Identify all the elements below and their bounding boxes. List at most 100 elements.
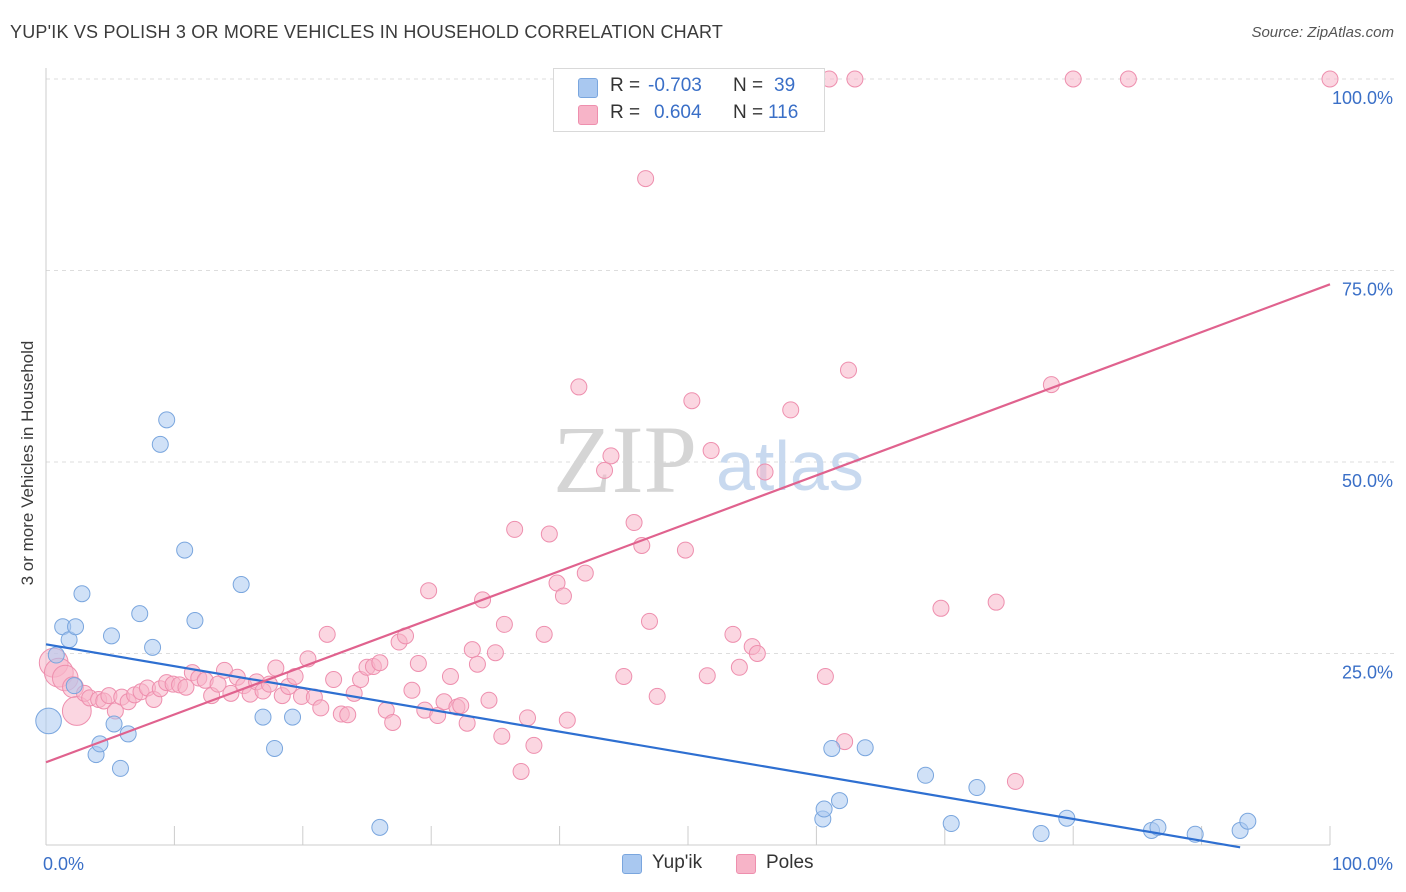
legend-n-value: 116 — [768, 102, 799, 123]
poles-point-84 — [596, 461, 614, 479]
poles-point-57 — [409, 654, 427, 672]
legend-r-value: 0.604 — [654, 102, 702, 123]
trend-lines — [45, 283, 1331, 849]
poles-point-77 — [535, 625, 553, 643]
yupik-point-30 — [942, 815, 960, 833]
poles-point-78 — [540, 525, 558, 543]
bottom-legend-label-yupik: Yup'ik — [652, 852, 703, 873]
poles-point-104 — [816, 667, 834, 685]
poles-point-114 — [1119, 70, 1137, 88]
poles-point-115 — [1321, 70, 1339, 88]
poles-point-81 — [558, 711, 576, 729]
yupik-point-27 — [831, 792, 849, 810]
poles-point-70 — [486, 644, 504, 662]
poles-point-103 — [782, 401, 800, 419]
y-tick-label-1: 50.0% — [1342, 471, 1393, 491]
poles-point-109 — [932, 599, 950, 617]
poles-point-108 — [846, 70, 864, 88]
yupik-point-4 — [65, 677, 83, 695]
poles-point-110 — [987, 593, 1005, 611]
yupik-point-35 — [1149, 818, 1167, 836]
yupik-point-25 — [815, 800, 833, 818]
chart-title: YUP'IK VS POLISH 3 OR MORE VEHICLES IN H… — [10, 22, 724, 42]
poles-point-72 — [495, 615, 513, 633]
poles-point-75 — [519, 709, 536, 727]
yupik-point-22 — [284, 708, 302, 726]
poles-point-51 — [371, 654, 389, 672]
poles-point-59 — [420, 582, 438, 600]
tick-labels: 25.0% 50.0% 75.0% 100.0% 0.0% 100.0% — [43, 88, 1393, 874]
poles-point-46 — [339, 706, 357, 724]
poles-point-83 — [576, 564, 594, 582]
poles-point-94 — [683, 392, 701, 410]
correlation-legend: R = -0.703 N = 39 R = 0.604 N = 116 — [553, 68, 825, 132]
yupik-point-21 — [266, 739, 284, 757]
poles-point-102 — [756, 463, 774, 481]
poles-point-91 — [640, 612, 658, 630]
watermark-zip: ZIP — [553, 406, 697, 513]
poles-point-62 — [441, 667, 459, 685]
poles-point-111 — [1006, 772, 1024, 790]
yupik-point-5 — [67, 618, 85, 636]
yupik-point-14 — [144, 638, 162, 656]
y-tick-label-3: 100.0% — [1332, 88, 1393, 108]
poles-point-43 — [318, 625, 336, 643]
legend-swatch-yupik — [578, 78, 598, 98]
poles-point-90 — [637, 170, 655, 188]
yupik-point-13 — [131, 605, 149, 623]
legend-n-label: N = — [733, 75, 764, 96]
poles-point-74 — [512, 762, 530, 780]
yupik-point-29 — [917, 766, 935, 784]
yupik-points — [35, 411, 1257, 843]
poles-point-67 — [468, 655, 486, 673]
poles-point-95 — [698, 667, 716, 685]
poles-point-80 — [554, 587, 572, 605]
legend-swatch-poles — [578, 105, 598, 125]
poles-point-64 — [452, 697, 470, 715]
poles-point-26 — [209, 675, 227, 693]
yupik-point-17 — [176, 541, 194, 559]
legend-r-value: -0.703 — [648, 75, 702, 96]
legend-r-label: R = — [610, 102, 641, 123]
yupik-point-19 — [232, 576, 250, 594]
poles-point-113 — [1064, 70, 1082, 88]
poles-point-92 — [648, 687, 666, 705]
bottom-legend-swatch-poles — [736, 854, 756, 874]
yupik-point-32 — [1032, 825, 1050, 843]
x-tick-label-1: 100.0% — [1332, 854, 1393, 874]
yupik-trend-line — [45, 643, 1241, 849]
poles-point-82 — [570, 378, 588, 396]
poles-point-97 — [724, 625, 742, 643]
legend-n-value: 39 — [774, 75, 796, 96]
y-tick-label-0: 25.0% — [1342, 663, 1393, 683]
poles-point-56 — [403, 681, 421, 699]
legend-n-label: N = — [733, 102, 764, 123]
poles-point-71 — [493, 727, 511, 745]
poles-point-101 — [748, 645, 766, 662]
poles-point-107 — [840, 361, 857, 379]
poles-point-66 — [463, 641, 481, 659]
poles-point-69 — [480, 691, 498, 709]
yupik-point-6 — [73, 585, 91, 603]
yupik-point-16 — [158, 411, 176, 429]
yupik-point-10 — [105, 715, 123, 733]
yupik-point-1 — [47, 646, 65, 664]
x-tick-label-0: 0.0% — [43, 854, 84, 874]
poles-point-96 — [702, 442, 720, 460]
yupik-point-9 — [102, 627, 120, 645]
bottom-legend-swatch-yupik — [622, 854, 642, 874]
yupik-point-28 — [856, 739, 874, 757]
yupik-point-18 — [186, 612, 204, 630]
grid-lines — [46, 78, 1395, 654]
yupik-point-31 — [968, 779, 986, 797]
yupik-point-15 — [151, 435, 169, 453]
watermark: ZIP atlas — [553, 406, 864, 513]
poles-point-44 — [325, 671, 343, 689]
poles-point-93 — [676, 541, 694, 559]
yupik-point-23 — [371, 818, 389, 836]
poles-point-42 — [312, 699, 330, 717]
poles-point-73 — [506, 520, 524, 538]
poles-point-21 — [177, 678, 195, 696]
source-credit: Source: ZipAtlas.com — [1251, 24, 1394, 41]
